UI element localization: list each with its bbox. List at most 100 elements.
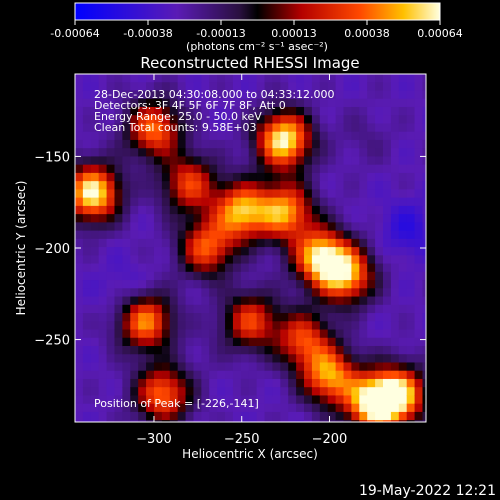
- heatmap-cell: [169, 280, 179, 289]
- heatmap-cell: [193, 337, 202, 347]
- heatmap-cell: [130, 205, 139, 215]
- heatmap-cell: [114, 362, 123, 372]
- heatmap-cell: [161, 288, 171, 298]
- heatmap-cell: [217, 280, 226, 289]
- heatmap-cell: [248, 222, 258, 232]
- heatmap-cell: [272, 82, 281, 92]
- heatmap-cell: [161, 115, 171, 125]
- heatmap-cell: [414, 205, 424, 215]
- heatmap-cell: [280, 172, 289, 182]
- heatmap-cell: [311, 403, 321, 413]
- heatmap-cell: [75, 370, 84, 380]
- heatmap-cell: [114, 156, 123, 166]
- heatmap-cell: [343, 156, 353, 166]
- heatmap-cell: [225, 280, 234, 289]
- heatmap-cell: [383, 313, 392, 322]
- heatmap-cell: [106, 74, 116, 83]
- heatmap-cell: [414, 370, 424, 380]
- heatmap-cell: [375, 354, 384, 364]
- heatmap-cell: [319, 387, 329, 397]
- heatmap-cell: [256, 280, 266, 289]
- heatmap-cell: [232, 271, 242, 281]
- heatmap-cell: [367, 205, 376, 215]
- heatmap-cell: [209, 370, 218, 380]
- heatmap-cell: [209, 238, 218, 248]
- heatmap-cell: [383, 337, 392, 347]
- heatmap-cell: [383, 420, 392, 422]
- heatmap-cell: [327, 189, 337, 199]
- heatmap-cell: [185, 205, 195, 215]
- heatmap-cell: [82, 280, 92, 289]
- heatmap-cell: [296, 280, 305, 289]
- heatmap-cell: [146, 395, 155, 405]
- heatmap-cell: [98, 74, 108, 83]
- heatmap-cell: [114, 420, 123, 422]
- heatmap-cell: [304, 313, 313, 322]
- heatmap-cell: [375, 304, 384, 314]
- heatmap-cell: [367, 362, 376, 372]
- heatmap-cell: [130, 115, 139, 125]
- heatmap-cell: [75, 90, 84, 100]
- heatmap-cell: [367, 329, 376, 339]
- heatmap-cell: [193, 139, 202, 149]
- heatmap-cell: [367, 164, 376, 174]
- heatmap-cell: [106, 411, 116, 421]
- heatmap-cell: [82, 148, 92, 158]
- heatmap-cell: [343, 123, 353, 133]
- heatmap-cell: [146, 321, 155, 331]
- heatmap-cell: [256, 403, 266, 413]
- heatmap-cell: [304, 98, 313, 108]
- heatmap-cell: [264, 197, 274, 207]
- heatmap-cell: [351, 304, 360, 314]
- heatmap-cell: [296, 370, 305, 380]
- heatmap-cell: [169, 82, 179, 92]
- heatmap-cell: [98, 411, 108, 421]
- heatmap-cell: [264, 411, 274, 421]
- heatmap-cell: [422, 222, 426, 232]
- heatmap-cell: [217, 354, 226, 364]
- heatmap-cell: [311, 238, 321, 248]
- heatmap-cell: [422, 172, 426, 182]
- heatmap-cell: [248, 181, 258, 190]
- heatmap-cell: [201, 362, 210, 372]
- heatmap-cell: [343, 271, 353, 281]
- heatmap-cell: [390, 313, 400, 322]
- heatmap-cell: [335, 82, 345, 92]
- heatmap-cell: [185, 263, 195, 273]
- heatmap-cell: [90, 156, 100, 166]
- heatmap-cell: [114, 74, 123, 83]
- heatmap-cell: [304, 164, 313, 174]
- heatmap-cell: [398, 337, 408, 347]
- heatmap-cell: [264, 156, 274, 166]
- heatmap-cell: [272, 172, 281, 182]
- heatmap-cell: [217, 123, 226, 133]
- heatmap-cell: [201, 172, 210, 182]
- heatmap-cell: [280, 98, 289, 108]
- heatmap-cell: [177, 280, 187, 289]
- heatmap-cell: [138, 378, 147, 388]
- heatmap-cell: [98, 247, 108, 256]
- heatmap-cell: [185, 247, 195, 256]
- heatmap-cell: [343, 90, 353, 100]
- heatmap-cell: [256, 172, 266, 182]
- heatmap-cell: [264, 370, 274, 380]
- x-axis-ticks: −300 −250 −200: [136, 74, 347, 447]
- heatmap-cell: [177, 420, 187, 422]
- heatmap-cell: [90, 370, 100, 380]
- heatmap-cell: [296, 205, 305, 215]
- heatmap-cell: [122, 131, 131, 141]
- heatmap-cell: [232, 98, 242, 108]
- heatmap-cell: [130, 214, 139, 223]
- heatmap-cell: [319, 98, 329, 108]
- heatmap-cell: [343, 263, 353, 273]
- heatmap-cell: [209, 123, 218, 133]
- heatmap-cell: [185, 411, 195, 421]
- heatmap-cell: [311, 115, 321, 125]
- heatmap-cell: [367, 304, 376, 314]
- heatmap-cell: [351, 321, 360, 331]
- info-text: 28-Dec-2013 04:30:08.000 to 04:33:12.000…: [94, 88, 335, 134]
- heatmap-cell: [185, 106, 195, 116]
- heatmap-cell: [367, 238, 376, 248]
- heatmap-cell: [169, 181, 179, 190]
- heatmap-cell: [98, 403, 108, 413]
